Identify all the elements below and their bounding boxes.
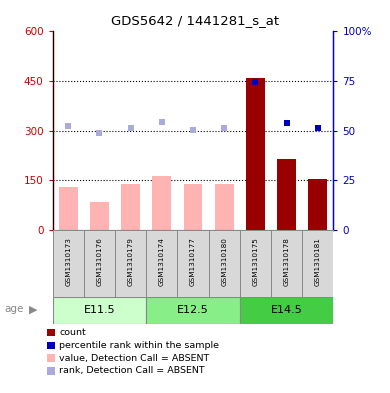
Text: E14.5: E14.5: [271, 305, 303, 316]
Bar: [152, 176, 171, 230]
Text: E12.5: E12.5: [177, 305, 209, 316]
Bar: [177, 230, 209, 297]
Text: value, Detection Call = ABSENT: value, Detection Call = ABSENT: [59, 354, 209, 362]
Bar: [184, 184, 202, 230]
Text: GSM1310177: GSM1310177: [190, 237, 196, 286]
Text: GSM1310181: GSM1310181: [315, 237, 321, 286]
Bar: [215, 184, 234, 230]
Bar: [271, 230, 302, 297]
Bar: [59, 187, 78, 230]
Bar: [209, 230, 240, 297]
Text: GDS5642 / 1441281_s_at: GDS5642 / 1441281_s_at: [111, 14, 279, 27]
Bar: [302, 230, 333, 297]
Text: percentile rank within the sample: percentile rank within the sample: [59, 341, 219, 349]
Bar: [53, 297, 146, 324]
Text: GSM1310173: GSM1310173: [65, 237, 71, 286]
Text: GSM1310178: GSM1310178: [284, 237, 290, 286]
Bar: [277, 159, 296, 230]
Bar: [308, 179, 327, 230]
Text: rank, Detection Call = ABSENT: rank, Detection Call = ABSENT: [59, 367, 205, 375]
Text: count: count: [59, 328, 86, 336]
Bar: [246, 78, 265, 230]
Text: GSM1310175: GSM1310175: [252, 237, 259, 286]
Text: ▶: ▶: [29, 304, 38, 314]
Bar: [240, 297, 333, 324]
Text: GSM1310179: GSM1310179: [128, 237, 134, 286]
Bar: [146, 230, 177, 297]
Text: E11.5: E11.5: [83, 305, 115, 316]
Text: GSM1310174: GSM1310174: [159, 237, 165, 286]
Bar: [240, 230, 271, 297]
Text: GSM1310176: GSM1310176: [96, 237, 103, 286]
Text: age: age: [4, 304, 23, 314]
Bar: [84, 230, 115, 297]
Bar: [121, 184, 140, 230]
Bar: [115, 230, 146, 297]
Bar: [53, 230, 84, 297]
Bar: [90, 202, 109, 230]
Bar: [146, 297, 240, 324]
Text: GSM1310180: GSM1310180: [221, 237, 227, 286]
